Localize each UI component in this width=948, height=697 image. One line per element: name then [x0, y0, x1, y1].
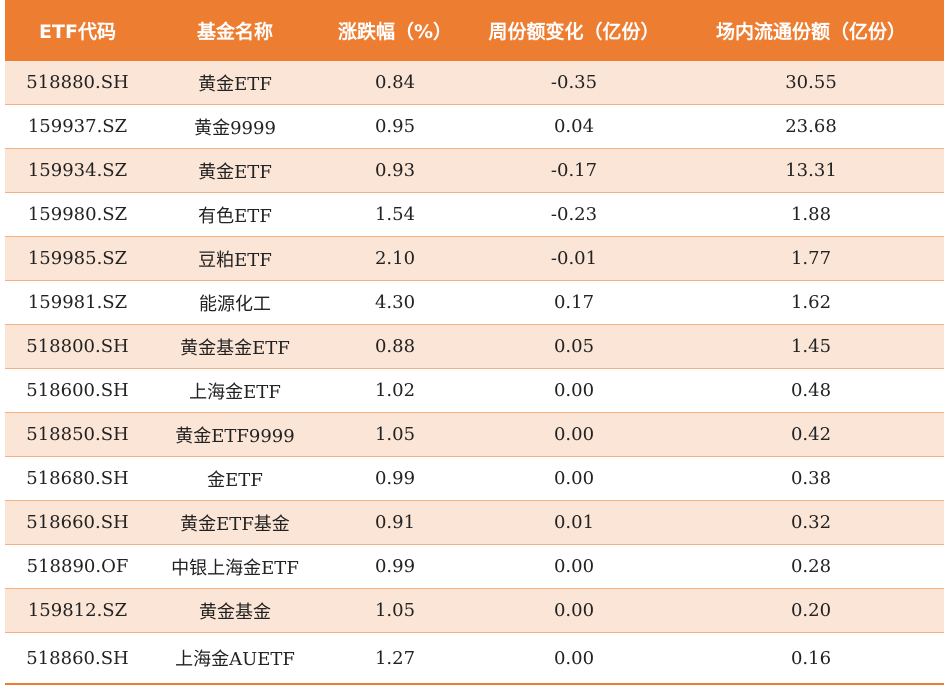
table-body: 518880.SH 黄金ETF 0.84 -0.35 30.55 159937.SZ 黄金9…	[5, 61, 944, 685]
table-row: 518800.SH 黄金基金ETF 0.88 0.05 1.45	[5, 324, 944, 369]
table-row: 159981.SZ 能源化工 4.30 0.17 1.62	[5, 280, 944, 325]
cell-etf-code: 518680.SH	[5, 456, 150, 501]
cell-weekly-share-change: 0.17	[470, 280, 678, 325]
cell-fund-name: 上海金ETF	[150, 368, 320, 413]
cell-floating-shares: 1.77	[678, 236, 944, 281]
cell-change-pct: 0.99	[320, 544, 470, 589]
cell-weekly-share-change: 0.05	[470, 324, 678, 369]
cell-change-pct: 0.88	[320, 324, 470, 369]
cell-floating-shares: 1.62	[678, 280, 944, 325]
cell-weekly-share-change: 0.00	[470, 368, 678, 413]
cell-floating-shares: 0.32	[678, 500, 944, 545]
table-row: 159937.SZ 黄金9999 0.95 0.04 23.68	[5, 104, 944, 149]
etf-table-container: ETF代码 基金名称 涨跌幅（%） 周份额变化（亿份） 场内流通份额（亿份） 5…	[5, 0, 944, 685]
etf-share-table: ETF代码 基金名称 涨跌幅（%） 周份额变化（亿份） 场内流通份额（亿份） 5…	[5, 0, 944, 685]
cell-weekly-share-change: -0.01	[470, 236, 678, 281]
cell-change-pct: 0.84	[320, 61, 470, 105]
table-row: 159985.SZ 豆粕ETF 2.10 -0.01 1.77	[5, 236, 944, 281]
table-row: 518890.OF 中银上海金ETF 0.99 0.00 0.28	[5, 544, 944, 589]
cell-floating-shares: 0.48	[678, 368, 944, 413]
cell-floating-shares: 30.55	[678, 61, 944, 105]
cell-fund-name: 黄金ETF9999	[150, 412, 320, 457]
cell-weekly-share-change: 0.00	[470, 412, 678, 457]
cell-weekly-share-change: -0.35	[470, 61, 678, 105]
cell-weekly-share-change: -0.23	[470, 192, 678, 237]
cell-etf-code: 518890.OF	[5, 544, 150, 589]
cell-fund-name: 黄金基金	[150, 588, 320, 633]
cell-fund-name: 黄金ETF	[150, 148, 320, 193]
cell-floating-shares: 0.42	[678, 412, 944, 457]
cell-change-pct: 0.95	[320, 104, 470, 149]
table-row: 159980.SZ 有色ETF 1.54 -0.23 1.88	[5, 192, 944, 237]
table-row: 518600.SH 上海金ETF 1.02 0.00 0.48	[5, 368, 944, 413]
cell-weekly-share-change: -0.17	[470, 148, 678, 193]
table-row: 518880.SH 黄金ETF 0.84 -0.35 30.55	[5, 61, 944, 105]
cell-change-pct: 1.54	[320, 192, 470, 237]
cell-weekly-share-change: 0.00	[470, 544, 678, 589]
table-header: ETF代码 基金名称 涨跌幅（%） 周份额变化（亿份） 场内流通份额（亿份）	[5, 0, 944, 61]
cell-etf-code: 518660.SH	[5, 500, 150, 545]
table-row: 518860.SH 上海金AUETF 1.27 0.00 0.16	[5, 632, 944, 685]
header-floating-shares: 场内流通份额（亿份）	[678, 0, 944, 61]
table-row: 518680.SH 金ETF 0.99 0.00 0.38	[5, 456, 944, 501]
cell-change-pct: 1.05	[320, 412, 470, 457]
cell-etf-code: 518600.SH	[5, 368, 150, 413]
cell-etf-code: 518800.SH	[5, 324, 150, 369]
cell-fund-name: 有色ETF	[150, 192, 320, 237]
table-row: 518850.SH 黄金ETF9999 1.05 0.00 0.42	[5, 412, 944, 457]
header-etf-code: ETF代码	[5, 0, 150, 61]
table-row: 159934.SZ 黄金ETF 0.93 -0.17 13.31	[5, 148, 944, 193]
cell-floating-shares: 0.20	[678, 588, 944, 633]
cell-etf-code: 159980.SZ	[5, 192, 150, 237]
cell-floating-shares: 1.45	[678, 324, 944, 369]
cell-etf-code: 159812.SZ	[5, 588, 150, 633]
cell-floating-shares: 0.16	[678, 632, 944, 685]
cell-etf-code: 159937.SZ	[5, 104, 150, 149]
cell-change-pct: 4.30	[320, 280, 470, 325]
cell-fund-name: 上海金AUETF	[150, 632, 320, 685]
cell-etf-code: 518850.SH	[5, 412, 150, 457]
cell-floating-shares: 0.28	[678, 544, 944, 589]
header-fund-name: 基金名称	[150, 0, 320, 61]
cell-fund-name: 黄金ETF	[150, 61, 320, 105]
cell-weekly-share-change: 0.01	[470, 500, 678, 545]
cell-weekly-share-change: 0.00	[470, 632, 678, 685]
cell-etf-code: 159985.SZ	[5, 236, 150, 281]
cell-weekly-share-change: 0.00	[470, 588, 678, 633]
cell-floating-shares: 23.68	[678, 104, 944, 149]
cell-etf-code: 518880.SH	[5, 61, 150, 105]
cell-floating-shares: 1.88	[678, 192, 944, 237]
cell-fund-name: 金ETF	[150, 456, 320, 501]
header-change-pct: 涨跌幅（%）	[320, 0, 470, 61]
cell-fund-name: 黄金ETF基金	[150, 500, 320, 545]
header-row: ETF代码 基金名称 涨跌幅（%） 周份额变化（亿份） 场内流通份额（亿份）	[5, 0, 944, 61]
cell-change-pct: 0.93	[320, 148, 470, 193]
cell-weekly-share-change: 0.04	[470, 104, 678, 149]
header-weekly-share-change: 周份额变化（亿份）	[470, 0, 678, 61]
cell-change-pct: 0.91	[320, 500, 470, 545]
cell-change-pct: 2.10	[320, 236, 470, 281]
cell-etf-code: 159981.SZ	[5, 280, 150, 325]
cell-fund-name: 黄金基金ETF	[150, 324, 320, 369]
cell-floating-shares: 13.31	[678, 148, 944, 193]
cell-etf-code: 518860.SH	[5, 632, 150, 685]
cell-change-pct: 1.27	[320, 632, 470, 685]
cell-change-pct: 1.02	[320, 368, 470, 413]
table-row: 518660.SH 黄金ETF基金 0.91 0.01 0.32	[5, 500, 944, 545]
cell-change-pct: 0.99	[320, 456, 470, 501]
cell-floating-shares: 0.38	[678, 456, 944, 501]
cell-change-pct: 1.05	[320, 588, 470, 633]
cell-weekly-share-change: 0.00	[470, 456, 678, 501]
cell-etf-code: 159934.SZ	[5, 148, 150, 193]
table-row: 159812.SZ 黄金基金 1.05 0.00 0.20	[5, 588, 944, 633]
cell-fund-name: 中银上海金ETF	[150, 544, 320, 589]
cell-fund-name: 黄金9999	[150, 104, 320, 149]
cell-fund-name: 豆粕ETF	[150, 236, 320, 281]
cell-fund-name: 能源化工	[150, 280, 320, 325]
